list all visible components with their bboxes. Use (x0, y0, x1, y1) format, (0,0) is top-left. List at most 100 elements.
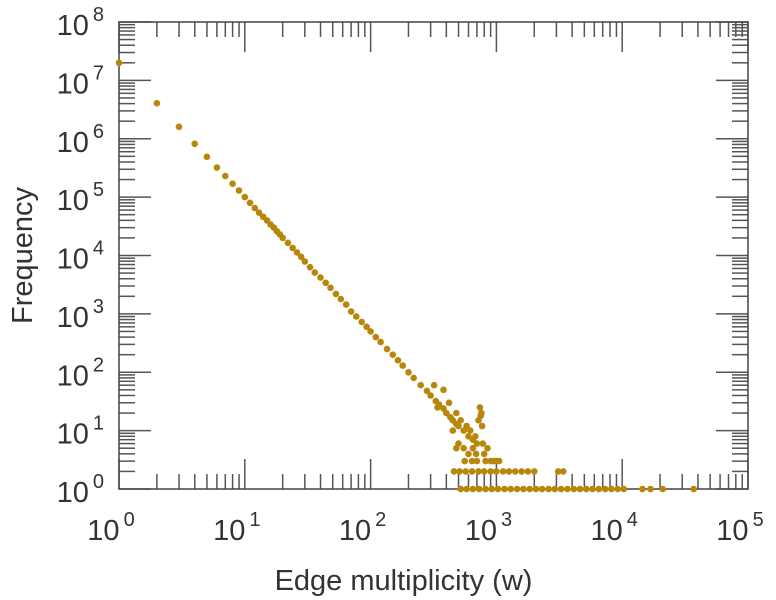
data-point (456, 468, 463, 475)
data-point (532, 485, 540, 493)
data-point (430, 381, 438, 389)
data-point (322, 279, 330, 287)
data-point (410, 374, 418, 382)
data-point (468, 457, 476, 465)
data-point (520, 485, 527, 493)
data-point (445, 399, 453, 407)
data-point (301, 258, 309, 265)
data-point (467, 427, 474, 434)
data-point (545, 485, 552, 493)
y-tick-label: 10 5 (57, 179, 104, 217)
data-point (153, 99, 161, 107)
data-point (289, 244, 296, 252)
data-point (557, 485, 565, 493)
data-point (570, 485, 578, 493)
data-point (475, 468, 482, 475)
data-point (235, 187, 243, 194)
data-point (484, 444, 491, 452)
x-tick-label: 10 5 (716, 509, 763, 547)
data-point (342, 301, 350, 308)
data-point (564, 485, 571, 493)
data-point (293, 249, 301, 256)
x-tick-label: 10 0 (87, 509, 134, 547)
data-point (589, 485, 596, 493)
data-point (327, 284, 334, 292)
plot-frame (118, 21, 749, 490)
data-point (511, 468, 519, 475)
data-point (353, 313, 360, 320)
data-point (551, 485, 559, 493)
data-point (482, 457, 489, 465)
data-point (639, 485, 646, 493)
data-point (306, 263, 314, 271)
data-point (480, 468, 488, 475)
x-tick-label: 10 1 (213, 509, 260, 547)
data-point (469, 485, 477, 493)
data-point (457, 485, 465, 493)
data-point (434, 404, 441, 411)
data-point (377, 338, 384, 346)
data-point (363, 323, 370, 331)
data-point (595, 485, 603, 493)
data-point (440, 386, 447, 394)
data-point (383, 345, 391, 353)
y-tick-label: 10 2 (57, 354, 104, 392)
y-tick-label: 10 6 (57, 121, 104, 159)
data-point (614, 485, 621, 493)
data-point (463, 485, 470, 493)
data-point (495, 457, 503, 465)
data-point (347, 308, 355, 315)
data-point (494, 485, 502, 493)
data-point (473, 440, 481, 447)
data-point (608, 485, 615, 493)
y-tick-label: 10 0 (57, 471, 104, 509)
data-point (337, 295, 345, 303)
data-point (576, 485, 584, 493)
data-point (518, 468, 525, 475)
data-point (465, 450, 472, 458)
data-point (297, 253, 305, 261)
data-point (478, 409, 485, 417)
data-point (399, 362, 407, 369)
data-point (560, 468, 567, 475)
data-point (389, 351, 397, 359)
y-tick-label: 10 7 (57, 62, 104, 100)
data-point (457, 417, 465, 424)
data-point (469, 444, 477, 452)
data-point (358, 318, 366, 326)
data-point (394, 357, 402, 364)
data-point (449, 427, 457, 434)
y-tick-label: 10 4 (57, 238, 104, 276)
data-point (468, 468, 476, 475)
data-point (475, 485, 483, 493)
data-point (526, 485, 533, 493)
data-point (507, 485, 514, 493)
data-point (472, 433, 479, 440)
data-point (513, 485, 521, 493)
data-point (311, 269, 319, 276)
data-point (462, 468, 470, 475)
data-point (405, 369, 412, 376)
data-point (601, 485, 609, 493)
data-point (175, 123, 183, 131)
data-point (450, 468, 458, 475)
data-point (423, 387, 431, 395)
data-point (505, 468, 513, 475)
data-point (583, 485, 590, 493)
data-point (203, 153, 211, 161)
data-point (487, 468, 494, 475)
data-point (463, 422, 470, 430)
data-point (472, 450, 480, 458)
data-point (367, 328, 374, 335)
x-axis-label: Edge multiplicity (w) (275, 565, 533, 597)
data-point (493, 468, 500, 475)
data-point (443, 409, 450, 417)
data-point (647, 485, 654, 493)
data-point (659, 485, 666, 493)
data-point (488, 485, 496, 493)
data-point (417, 381, 425, 389)
data-point (531, 468, 538, 475)
data-point (455, 422, 462, 430)
